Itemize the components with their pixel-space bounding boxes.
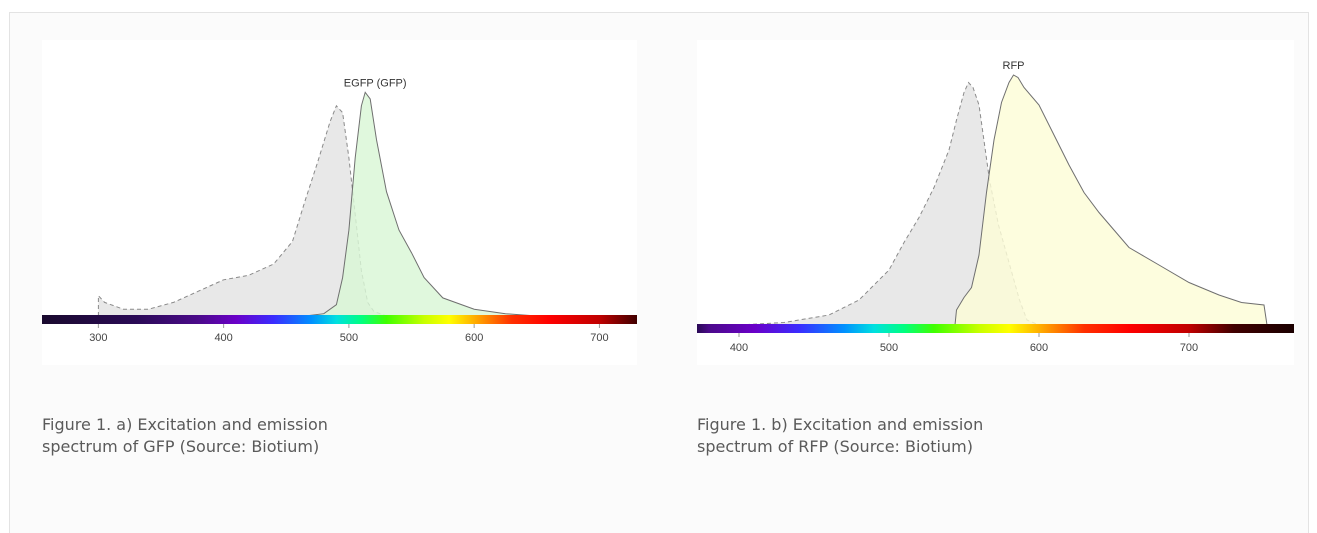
gfp-emission-area (305, 91, 537, 317)
gfp-chart-title: EGFP (GFP) (344, 77, 407, 89)
gfp-x-tick-label: 600 (465, 332, 483, 344)
gfp-x-tick: 600 (465, 324, 483, 344)
gfp-spectrum-svg: 300 400 500 600 700 EGFP (GFP) (42, 77, 637, 344)
gfp-x-tick-label: 300 (89, 332, 107, 344)
gfp-x-tick: 500 (340, 324, 358, 344)
gfp-spectrum-chart: 300 400 500 600 700 EGFP (GFP) (42, 40, 637, 365)
gfp-x-tick: 400 (214, 324, 233, 344)
rfp-x-tick: 600 (1030, 333, 1048, 354)
rfp-chart-title: RFP (1003, 60, 1025, 72)
rfp-emission-area (954, 74, 1268, 326)
rfp-spectrum-chart: 400 500 600 700 RFP (697, 40, 1294, 365)
rfp-wavelength-spectrum-bar (697, 324, 1294, 333)
rfp-caption-line-2: spectrum of RFP (Source: Biotium) (697, 437, 973, 456)
rfp-x-tick-label: 400 (730, 342, 748, 354)
rfp-x-tick: 700 (1180, 333, 1198, 354)
gfp-x-tick-label: 400 (214, 332, 232, 344)
gfp-caption-line-1: Figure 1. a) Excitation and emission (42, 415, 328, 434)
gfp-x-tick-label: 500 (340, 332, 358, 344)
rfp-x-tick: 400 (730, 333, 748, 354)
gfp-caption-line-2: spectrum of GFP (Source: Biotium) (42, 437, 320, 456)
gfp-wavelength-spectrum-bar (42, 315, 637, 324)
rfp-spectrum-svg: 400 500 600 700 RFP (697, 60, 1294, 354)
gfp-caption: Figure 1. a) Excitation and emission spe… (42, 414, 382, 458)
gfp-excitation-area (97, 104, 387, 317)
gfp-x-tick: 700 (590, 324, 609, 344)
gfp-x-tick-label: 700 (590, 332, 608, 344)
gfp-x-tick: 300 (89, 324, 108, 344)
rfp-x-tick-label: 600 (1030, 342, 1048, 354)
rfp-caption: Figure 1. b) Excitation and emission spe… (697, 414, 1037, 458)
rfp-x-tick-label: 500 (880, 342, 898, 354)
rfp-x-tick: 500 (880, 333, 898, 354)
rfp-x-tick-label: 700 (1180, 342, 1198, 354)
rfp-caption-line-1: Figure 1. b) Excitation and emission (697, 415, 984, 434)
